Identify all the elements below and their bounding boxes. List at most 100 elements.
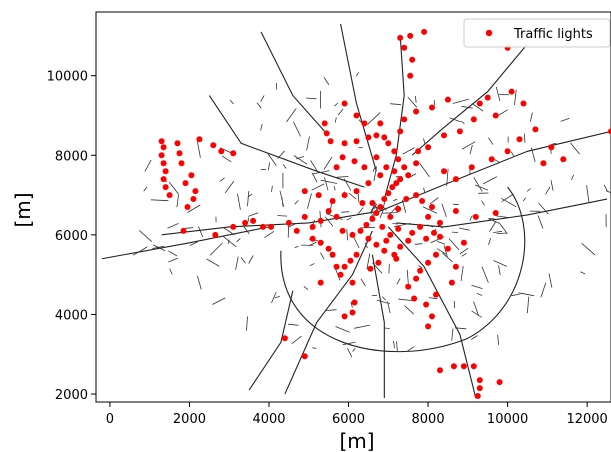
traffic-light-point	[373, 132, 380, 139]
traffic-light-point	[363, 221, 370, 228]
traffic-light-point	[419, 198, 426, 204]
traffic-light-point	[403, 196, 410, 202]
traffic-light-point	[476, 100, 483, 107]
traffic-light-point	[450, 363, 457, 370]
plot-area	[95, 11, 611, 403]
legend-label: Traffic lights	[513, 27, 593, 42]
traffic-light-point	[387, 213, 394, 220]
y-tick-label: 2000	[55, 388, 88, 403]
traffic-light-point	[425, 323, 432, 330]
traffic-light-point	[397, 128, 404, 135]
traffic-light-point	[608, 128, 611, 135]
traffic-light-point	[405, 237, 412, 244]
traffic-light-point	[532, 126, 539, 133]
traffic-light-point	[397, 243, 404, 250]
traffic-light-point	[174, 140, 181, 147]
traffic-light-point	[160, 144, 167, 151]
traffic-light-point	[548, 144, 555, 151]
traffic-light-point	[373, 241, 380, 248]
traffic-light-point	[341, 100, 348, 107]
traffic-light-point	[190, 196, 197, 202]
traffic-light-point	[429, 204, 435, 210]
traffic-light-point	[333, 213, 340, 220]
traffic-light-point	[407, 32, 414, 39]
traffic-light-point	[425, 259, 432, 266]
traffic-light-point	[341, 263, 348, 270]
traffic-light-point	[188, 172, 195, 179]
traffic-light-point	[210, 142, 217, 149]
traffic-light-point	[401, 164, 408, 171]
traffic-light-point	[333, 263, 340, 270]
traffic-light-point	[369, 200, 376, 206]
traffic-light-point	[361, 120, 368, 127]
traffic-light-point	[452, 208, 459, 214]
traffic-light-point	[444, 96, 451, 103]
traffic-light-point	[468, 164, 475, 171]
traffic-light-point	[351, 299, 358, 306]
traffic-light-point	[351, 158, 358, 165]
traffic-light-point	[452, 176, 459, 183]
traffic-light-point	[393, 180, 400, 187]
traffic-light-point	[333, 164, 340, 171]
traffic-light-point	[492, 210, 499, 216]
traffic-light-point	[413, 108, 420, 115]
traffic-light-point	[401, 116, 408, 123]
legend-box	[463, 18, 611, 48]
traffic-light-point	[347, 257, 354, 264]
traffic-light-point	[423, 235, 430, 242]
traffic-light-point	[301, 353, 308, 360]
traffic-light-point	[301, 188, 308, 195]
traffic-light-point	[413, 192, 420, 199]
traffic-light-point	[395, 156, 402, 163]
traffic-light-point	[339, 227, 346, 234]
traffic-light-point	[407, 72, 414, 79]
traffic-light-point	[381, 134, 388, 141]
traffic-light-point	[158, 138, 165, 145]
traffic-light-point	[405, 172, 412, 179]
traffic-light-point	[353, 138, 360, 145]
traffic-light-point	[341, 313, 348, 320]
traffic-light-point	[385, 140, 392, 147]
traffic-light-point	[158, 152, 165, 159]
traffic-light-point	[242, 219, 249, 226]
traffic-light-point	[441, 132, 447, 139]
traffic-light-point	[337, 271, 344, 278]
y-axis-label: [m]	[11, 192, 35, 227]
traffic-light-point	[359, 200, 366, 206]
traffic-light-point	[192, 188, 199, 195]
traffic-light-point	[472, 213, 479, 220]
traffic-light-point	[516, 136, 523, 143]
traffic-light-point	[301, 213, 308, 220]
x-tick-label: 8000	[412, 412, 445, 427]
traffic-light-point	[383, 164, 390, 171]
traffic-light-point	[339, 154, 346, 161]
traffic-light-point	[373, 154, 380, 161]
traffic-light-point	[176, 150, 183, 157]
traffic-light-point	[456, 128, 463, 135]
traffic-light-point	[160, 176, 167, 183]
traffic-light-point	[391, 168, 398, 175]
traffic-light-point	[437, 367, 443, 374]
traffic-light-point	[184, 204, 191, 210]
traffic-light-point	[470, 116, 477, 123]
traffic-light-point	[460, 239, 467, 246]
x-tick-label: 2000	[173, 412, 206, 427]
traffic-light-point	[444, 245, 451, 252]
traffic-light-point	[180, 227, 187, 234]
traffic-light-point	[484, 94, 491, 101]
traffic-light-point	[504, 148, 511, 155]
traffic-light-point	[417, 223, 424, 230]
traffic-light-point	[488, 156, 495, 163]
traffic-light-point	[166, 192, 173, 199]
traffic-light-point	[317, 239, 324, 246]
traffic-light-point	[353, 251, 360, 258]
traffic-light-point	[285, 219, 292, 226]
traffic-light-point	[178, 160, 185, 167]
x-tick-label: 10000	[487, 412, 528, 427]
traffic-light-point	[425, 144, 432, 151]
y-axis: 2000 4000 6000 8000 10000	[47, 70, 96, 403]
traffic-light-point	[196, 136, 203, 143]
x-axis: 0 2000 4000 6000 8000 10000 12000	[106, 402, 608, 427]
traffic-light-point	[293, 227, 300, 234]
traffic-light-point	[321, 120, 328, 127]
